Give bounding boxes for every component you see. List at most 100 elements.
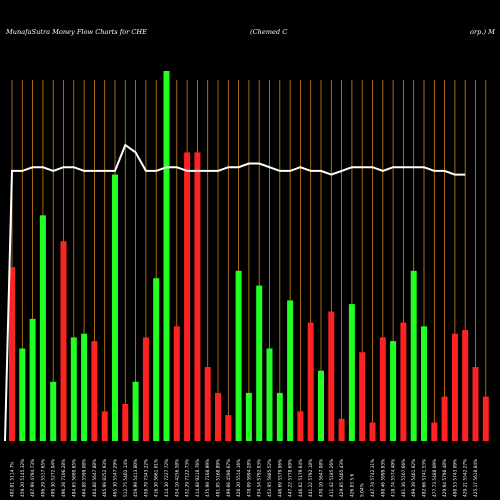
bar-green	[256, 285, 263, 441]
x-tick-label: 416.30 5661.01%	[154, 459, 160, 497]
bar-green	[235, 270, 242, 441]
x-tick-label: 496.26 7106.28%	[61, 459, 67, 497]
bar-red	[400, 322, 407, 441]
x-tick-label: 498.46 5999.93%	[380, 459, 386, 497]
bar-red	[122, 404, 129, 441]
bar-red	[328, 311, 335, 441]
x-tick-label: 432.29 7122.73%	[185, 459, 191, 497]
x-tick-label: 498.53 5743.09%	[452, 459, 458, 497]
bar-red	[204, 367, 211, 441]
x-tick-label: 447.74 5742.31%	[370, 459, 376, 497]
x-tick-label: 5.04%	[360, 483, 366, 497]
x-tick-label: 447.22 5778.69%	[288, 459, 294, 497]
x-tick-label: 454.54 5792.93%	[257, 459, 263, 497]
x-tick-label: 425.17 5618.84%	[473, 459, 479, 497]
bar-green	[421, 326, 427, 441]
bar-green	[410, 270, 417, 441]
x-tick-label: 414.30 7227.72%	[164, 459, 170, 497]
x-tick-label: 464.88 5647.88%	[92, 459, 98, 497]
bar-green	[287, 300, 294, 441]
x-axis-labels: 482.01 5114.7% 459.20 5145.32% 467.99 4794…	[10, 459, 480, 497]
bar-red	[184, 152, 191, 441]
bar-green	[29, 318, 36, 441]
x-tick-label: 491.05 5168.89%	[216, 459, 222, 497]
x-tick-label: 464.88 5599.08%	[82, 459, 88, 497]
bar-green	[318, 370, 324, 441]
chart-title: MunafaSutra Money Flow Charts for CHE	[5, 28, 147, 36]
x-tick-label: 452.95 5985.52%	[267, 459, 273, 497]
x-tick-label: 477.73 5488.09%	[432, 459, 438, 497]
bar-red	[60, 241, 67, 441]
bar-green	[266, 348, 273, 441]
price-line	[4, 143, 466, 442]
chart-subtitle-tail: orp.) M	[470, 28, 495, 36]
bar-green	[70, 337, 77, 441]
bar-green	[348, 304, 355, 441]
x-tick-label: 428.20 5514.16%	[236, 459, 242, 497]
chart-subtitle: (Chemed C	[250, 28, 287, 36]
x-tick-label: 454.10 4256.58%	[174, 459, 180, 497]
x-tick-label: 459.20 5145.32%	[20, 459, 26, 497]
x-tick-label: 478.09 5994.28%	[246, 459, 252, 497]
x-tick-label: 499.30 5272.04%	[51, 459, 57, 497]
bar-green	[163, 71, 170, 441]
bar-red	[359, 352, 366, 441]
bar-red	[482, 396, 489, 441]
bar-red	[173, 326, 180, 441]
x-tick-label: 459.79 7343.22%	[143, 459, 149, 497]
x-tick-label: 446.69 5579.96%	[277, 459, 283, 497]
bar-red	[307, 322, 314, 441]
x-tick-label: 418.74 5574.49%	[391, 459, 397, 497]
bar-green	[390, 341, 397, 441]
x-tick-label: 494.65 5699.65%	[71, 459, 77, 497]
x-tick-label: 411.42 5185.26%	[329, 459, 335, 497]
x-tick-label: 446.82 5179.64%	[298, 459, 304, 497]
x-tick-label: 429.85 5465.43%	[339, 459, 345, 497]
bar-red	[431, 422, 438, 441]
bar-green	[39, 215, 46, 441]
bar-red	[441, 396, 448, 441]
x-tick-label: 465.99 8252.93%	[102, 459, 108, 497]
bar-red	[472, 367, 479, 441]
x-tick-label: 429.21 5542.27%	[463, 459, 469, 497]
bar-green	[112, 174, 118, 441]
bar-red	[215, 392, 221, 441]
x-tick-label: 470.10 5647.08%	[319, 459, 325, 497]
bar-green	[132, 381, 139, 441]
bar-green	[245, 392, 252, 441]
bar-red	[142, 337, 149, 441]
x-tick-label: 512.75 5402.14%	[123, 459, 129, 497]
x-tick-label: 467.99 4794.73%	[30, 459, 36, 497]
x-tick-label: 429.94 5798.48%	[442, 459, 448, 497]
x-tick-label: 475.99 7168.99%	[205, 459, 211, 497]
x-tick-label: 465.30 5547.29%	[113, 459, 119, 497]
bar-red	[462, 330, 469, 441]
x-tick-label: 441.22 5792.18%	[308, 459, 314, 497]
bar-green	[19, 348, 26, 441]
x-tick-label: 492.66 5741.53%	[422, 459, 428, 497]
x-tick-label: 499.06 4590.67%	[226, 459, 232, 497]
bar-red	[369, 422, 376, 441]
bar-red	[101, 411, 108, 441]
bar-red	[194, 152, 201, 441]
x-tick-label: 426.83 5.6	[349, 473, 355, 497]
bar-red	[338, 418, 345, 441]
x-tick-label: 482.01 5114.7%	[10, 461, 16, 497]
bar-green	[153, 278, 160, 441]
bar-red	[91, 341, 98, 441]
price-line-path	[4, 143, 466, 442]
bar-green	[81, 333, 88, 441]
bar-red	[451, 333, 458, 441]
bars	[9, 71, 489, 441]
x-tick-label: 496.29 5517.65%	[40, 459, 46, 497]
bar-green	[50, 381, 57, 441]
bar-red	[9, 267, 15, 441]
bar-red	[379, 337, 386, 441]
x-tick-label: 499.39 5461.92%	[411, 459, 417, 497]
x-tick-label: 459.99 5413.80%	[133, 459, 139, 497]
x-tick-label: 481.36 5167.66%	[401, 459, 407, 497]
bar-red	[225, 415, 232, 441]
bar-red	[297, 411, 304, 441]
x-tick-label: 414.88 9218.76%	[195, 459, 201, 497]
